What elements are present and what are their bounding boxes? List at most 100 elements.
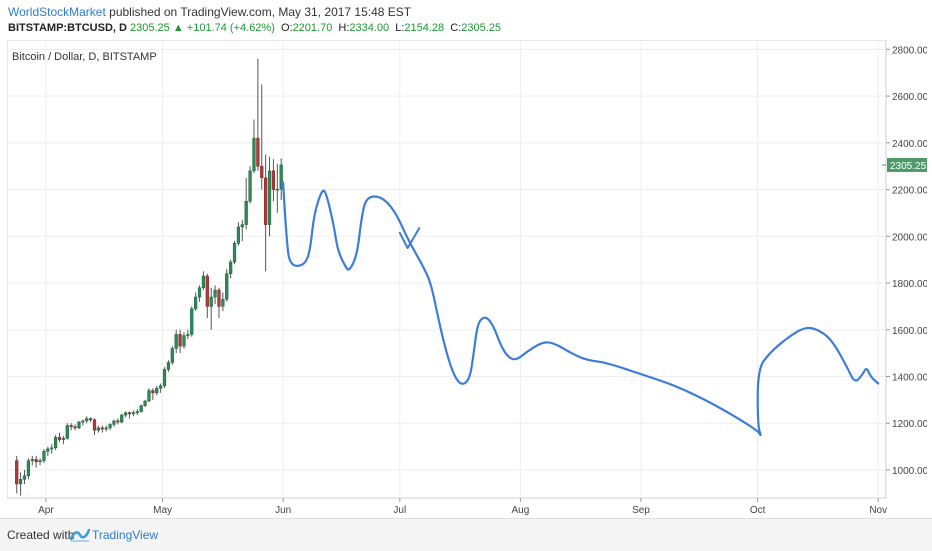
tradingview-logo-icon xyxy=(70,528,90,542)
candle-body xyxy=(22,475,27,480)
last-price-badge xyxy=(887,157,927,172)
projection-line xyxy=(282,181,880,437)
candle-body xyxy=(127,412,132,415)
last-price-text: 2305.25 xyxy=(890,161,927,172)
candle-body xyxy=(61,438,66,440)
quote-line: BITSTAMP:BTCUSD, D 2305.25 ▲ +101.74 (+4… xyxy=(8,22,501,34)
candle-body xyxy=(225,273,229,300)
candle-body xyxy=(108,424,112,429)
candle-body xyxy=(96,427,101,431)
candle-body xyxy=(92,419,97,431)
candle-body xyxy=(197,287,202,298)
candle-body xyxy=(205,275,209,307)
candle-body xyxy=(38,460,42,463)
x-tick-label: Sep xyxy=(632,505,650,516)
x-tick-label: Jul xyxy=(393,505,406,516)
y-tick-label: 1200.00 xyxy=(892,419,927,430)
projection-arrow xyxy=(398,227,421,249)
publish-info: WorldStockMarket published on TradingVie… xyxy=(8,5,411,19)
candle-body xyxy=(201,275,206,288)
high-value: 2334.00 xyxy=(349,22,390,34)
candle-body xyxy=(100,427,104,430)
low-label: L: xyxy=(395,22,405,34)
candle-body xyxy=(81,420,85,423)
candle-body xyxy=(186,334,190,336)
candle-body xyxy=(73,426,77,429)
candle-body xyxy=(232,243,237,263)
candle-body xyxy=(77,421,81,429)
candle-body xyxy=(42,451,46,461)
candle-body xyxy=(182,335,186,347)
candle-body xyxy=(57,436,62,440)
candle-body xyxy=(131,412,136,415)
candle-body xyxy=(26,460,31,477)
candle-body xyxy=(46,448,50,452)
candle-body xyxy=(256,137,260,167)
high-label: H: xyxy=(338,22,350,34)
candle-body xyxy=(104,427,108,430)
candle-body xyxy=(174,334,178,349)
candle-body xyxy=(170,348,174,363)
candle-body xyxy=(143,400,147,406)
last-price-tag: 2305.25 xyxy=(882,157,927,172)
candle-body xyxy=(159,385,163,389)
close-label: C: xyxy=(450,22,462,34)
y-tick-label: 1800.00 xyxy=(892,279,927,290)
footer: Created with TradingView xyxy=(0,518,932,551)
x-tick-label: Apr xyxy=(38,505,54,516)
candle-body xyxy=(34,459,38,463)
candle-body xyxy=(248,170,252,202)
candle-body xyxy=(139,405,143,412)
price-chart[interactable]: Bitcoin / Dollar, D, BITSTAMP 1000.00 120… xyxy=(6,39,929,518)
candle-body xyxy=(229,261,233,274)
low-value: 2154.28 xyxy=(404,22,445,34)
candle-body xyxy=(264,177,268,225)
x-tick-label: Oct xyxy=(750,505,766,516)
y-tick-label: 2200.00 xyxy=(892,186,927,197)
x-axis: Apr May Jun Jul Aug Sep Oct Nov xyxy=(38,498,887,516)
candle-body xyxy=(135,411,139,413)
x-tick-label: May xyxy=(153,505,172,516)
candle-body xyxy=(85,418,89,422)
candle-body xyxy=(194,296,198,309)
symbol-label[interactable]: BITSTAMP:BTCUSD, D xyxy=(8,22,127,34)
candle-body xyxy=(190,308,194,335)
plot-frame xyxy=(6,39,887,499)
y-tick-label: 1000.00 xyxy=(892,466,927,477)
drawing-group[interactable] xyxy=(282,181,880,437)
candle-body xyxy=(155,387,159,394)
x-tick-label: Jun xyxy=(275,505,291,516)
candle-body xyxy=(213,289,217,298)
y-tick-label: 2000.00 xyxy=(892,232,927,243)
candle-body xyxy=(15,460,19,485)
candle-body xyxy=(69,425,73,427)
publish-text: published on TradingView.com, May 31, 20… xyxy=(109,5,412,19)
y-tick-label: 2600.00 xyxy=(892,92,927,103)
candle-body xyxy=(54,436,58,449)
grid-lines xyxy=(7,40,886,498)
candle-body xyxy=(217,289,221,307)
candle-body xyxy=(151,390,155,394)
candle-body xyxy=(271,170,276,190)
y-tick-label: 2800.00 xyxy=(892,45,927,56)
candle-body xyxy=(147,390,151,402)
y-tick-label: 1600.00 xyxy=(892,326,927,337)
author-link[interactable]: WorldStockMarket xyxy=(8,5,106,19)
candle-body xyxy=(252,137,256,172)
y-axis: 1000.00 1200.00 1400.00 1600.00 1800.00 2000.… xyxy=(886,45,929,477)
x-tick-label: Nov xyxy=(869,505,887,516)
candle-body xyxy=(236,226,241,244)
candle-body xyxy=(209,296,213,307)
chart-area[interactable]: Bitcoin / Dollar, D, BITSTAMP 1000.00 120… xyxy=(6,39,929,518)
candles-group xyxy=(15,58,283,496)
candle-body xyxy=(116,420,120,423)
candle-body xyxy=(30,459,34,461)
close-value: 2305.25 xyxy=(461,22,501,34)
candle-body xyxy=(279,164,283,190)
tradingview-link[interactable]: TradingView xyxy=(92,528,159,542)
candle-body xyxy=(124,412,128,416)
price-change: ▲ +101.74 (+4.62%) xyxy=(172,22,275,34)
candle-body xyxy=(112,420,116,425)
candle-body xyxy=(65,425,69,439)
open-label: O: xyxy=(280,22,293,34)
